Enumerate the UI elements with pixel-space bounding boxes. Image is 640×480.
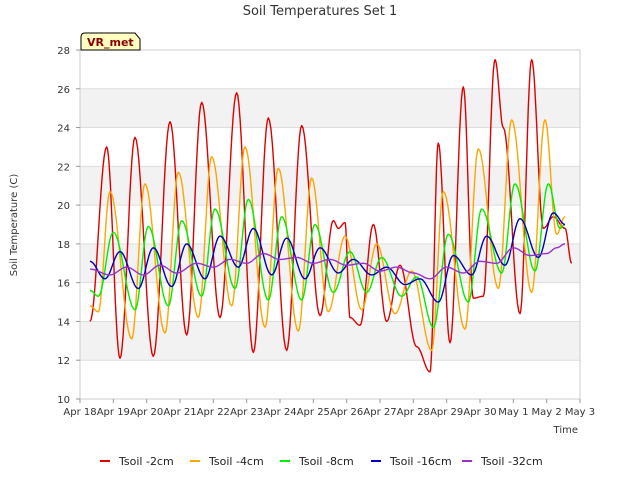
legend-label: Tsoil -2cm — [118, 455, 174, 468]
x-tick-label: Apr 27 — [363, 407, 396, 418]
x-tick-label: May 1 — [498, 407, 528, 418]
x-axis-label: Time — [553, 425, 578, 436]
x-tick-label: Apr 26 — [330, 407, 363, 418]
x-tick-label: Apr 19 — [97, 407, 130, 418]
x-tick-label: May 2 — [532, 407, 562, 418]
chart-title: Soil Temperatures Set 1 — [243, 4, 398, 19]
legend: Tsoil -2cm Tsoil -4cm Tsoil -8cm Tsoil -16c… — [100, 455, 543, 468]
legend-item: Tsoil -32cm — [462, 455, 543, 468]
x-axis-ticks: Apr 18 Apr 19 Apr 20 Apr 21 Apr 22 Apr 23 Apr … — [63, 399, 595, 418]
series-line-tsoil-4cm — [89, 119, 566, 352]
y-tick-label: 20 — [57, 201, 70, 212]
vr-met-badge: VR_met — [80, 32, 141, 51]
y-tick-label: 26 — [57, 85, 70, 96]
grid-band — [80, 88, 580, 128]
y-tick-label: 28 — [57, 46, 70, 57]
grid-band — [80, 321, 580, 361]
y-tick-label: 16 — [57, 279, 70, 290]
x-tick-label: Apr 29 — [430, 407, 463, 418]
legend-label: Tsoil -16cm — [389, 455, 452, 468]
legend-item: Tsoil -4cm — [190, 455, 264, 468]
x-tick-label: Apr 18 — [63, 407, 96, 418]
y-tick-label: 22 — [57, 162, 70, 173]
series-line-tsoil-2cm — [89, 59, 573, 373]
badge-label: VR_met — [87, 36, 134, 49]
badge-shape — [80, 32, 141, 51]
x-tick-label: Apr 23 — [230, 407, 263, 418]
legend-label: Tsoil -4cm — [208, 455, 264, 468]
y-tick-label: 18 — [57, 240, 70, 251]
legend-label: Tsoil -8cm — [298, 455, 354, 468]
legend-item: Tsoil -16cm — [371, 455, 452, 468]
legend-item: Tsoil -8cm — [280, 455, 354, 468]
legend-label: Tsoil -32cm — [480, 455, 543, 468]
y-axis-ticks: 10 12 14 16 18 20 22 24 26 28 — [57, 46, 80, 406]
series-line-tsoil-32cm — [89, 243, 566, 280]
x-tick-label: Apr 21 — [163, 407, 196, 418]
x-tick-label: Apr 22 — [197, 407, 230, 418]
y-axis-label: Soil Temperature (C) — [9, 174, 20, 277]
x-tick-label: Apr 25 — [297, 407, 330, 418]
x-tick-label: Apr 30 — [463, 407, 496, 418]
y-tick-label: 10 — [57, 395, 70, 406]
series-line-tsoil-16cm — [89, 212, 566, 303]
y-tick-label: 24 — [57, 124, 70, 135]
x-tick-label: May 3 — [565, 407, 595, 418]
x-tick-label: Apr 20 — [130, 407, 163, 418]
x-tick-label: Apr 28 — [397, 407, 430, 418]
x-tick-label: Apr 24 — [263, 407, 296, 418]
plot-frame — [79, 49, 581, 400]
series-line-tsoil-8cm — [89, 183, 566, 328]
series-layer — [89, 59, 573, 373]
legend-item: Tsoil -2cm — [100, 455, 174, 468]
y-tick-label: 14 — [57, 317, 70, 328]
y-tick-label: 12 — [57, 356, 70, 367]
